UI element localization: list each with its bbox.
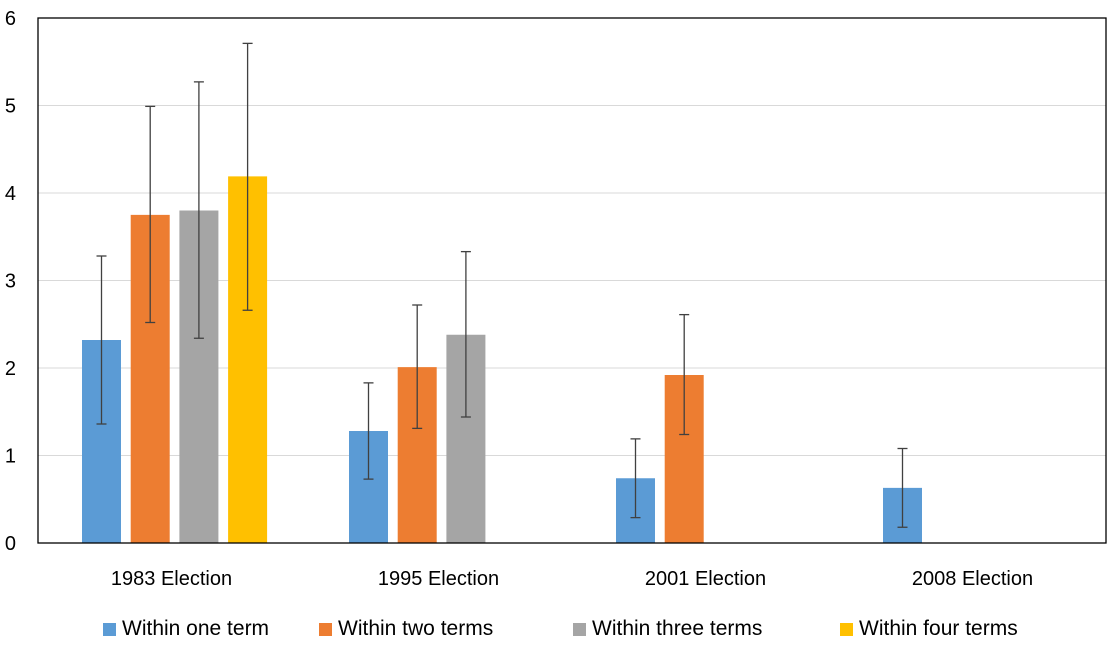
error-bar-within-one-term-2008-election xyxy=(897,447,908,528)
legend-swatch xyxy=(319,622,332,636)
y-tick-label: 5 xyxy=(5,96,16,118)
y-tick-label: 4 xyxy=(5,183,16,205)
y-tick-label: 0 xyxy=(5,533,16,555)
x-tick-label: 1983 Election xyxy=(111,568,232,590)
error-bar-within-one-term-1995-election xyxy=(363,382,374,480)
legend-item-within-three-terms: Within three terms xyxy=(573,614,762,644)
y-tick-label: 3 xyxy=(5,271,16,293)
bar-chart: 0 1 2 3 4 5 6 1983 Election 1995 Election 2001 E… xyxy=(5,8,1107,590)
legend-item-within-four-terms: Within four terms xyxy=(840,614,1018,644)
error-bar-within-two-terms-2001-election xyxy=(679,313,690,436)
plot-area-border xyxy=(37,17,1107,544)
error-bar-within-three-terms-1983-election xyxy=(193,81,204,339)
x-axis-ticks: 1983 Election 1995 Election 2001 Election 2… xyxy=(111,568,1033,590)
error-bars xyxy=(96,42,908,528)
x-tick-label: 2001 Election xyxy=(645,568,766,590)
error-bar-within-three-terms-1995-election xyxy=(460,250,471,418)
y-tick-label: 2 xyxy=(5,358,16,380)
y-tick-label: 1 xyxy=(5,446,16,468)
legend-item-within-one-term: Within one term xyxy=(103,614,269,644)
legend-label: Within three terms xyxy=(592,617,763,640)
error-bar-within-one-term-1983-election xyxy=(96,255,107,425)
legend: Within one term Within two terms Within … xyxy=(0,614,1115,644)
legend-swatch xyxy=(840,622,853,636)
error-bar-within-four-terms-1983-election xyxy=(242,42,253,311)
error-bar-within-two-terms-1983-election xyxy=(145,105,156,324)
legend-label: Within two terms xyxy=(338,617,494,640)
bars xyxy=(82,176,922,543)
x-tick-label: 1995 Election xyxy=(378,568,499,590)
x-tick-label: 2008 Election xyxy=(912,568,1033,590)
error-bar-within-one-term-2001-election xyxy=(630,438,641,519)
legend-item-within-two-terms: Within two terms xyxy=(319,614,493,644)
y-axis-ticks: 0 1 2 3 4 5 6 xyxy=(5,8,16,555)
legend-swatch xyxy=(103,622,116,636)
legend-label: Within four terms xyxy=(859,617,1018,640)
legend-label: Within one term xyxy=(122,617,270,640)
error-bar-within-two-terms-1995-election xyxy=(412,304,423,430)
legend-swatch xyxy=(573,622,586,636)
y-tick-label: 6 xyxy=(5,8,16,30)
